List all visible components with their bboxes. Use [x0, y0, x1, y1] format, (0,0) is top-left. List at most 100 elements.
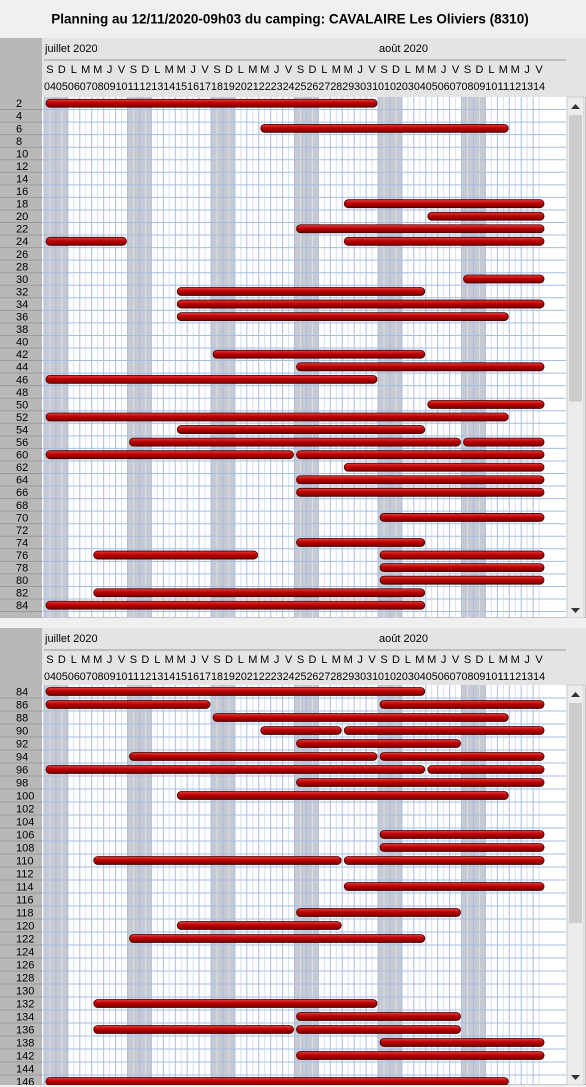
- row-label: 70: [16, 512, 28, 524]
- row-label: 104: [16, 816, 34, 828]
- booking-bar[interactable]: [212, 349, 426, 359]
- day-letter: D: [141, 654, 149, 666]
- day-number: 07: [450, 81, 462, 93]
- row-label: 24: [16, 236, 28, 248]
- booking-bar[interactable]: [379, 550, 545, 560]
- day-number: 13: [521, 671, 533, 683]
- booking-bar[interactable]: [176, 287, 426, 296]
- day-letter: V: [118, 64, 126, 76]
- booking-bar[interactable]: [343, 856, 545, 865]
- booking-bar[interactable]: [296, 739, 461, 748]
- day-letter: V: [535, 654, 543, 666]
- booking-bar[interactable]: [296, 1012, 461, 1021]
- day-number: 09: [473, 671, 485, 683]
- booking-bar[interactable]: [45, 450, 294, 460]
- booking-bar[interactable]: [129, 934, 426, 943]
- booking-bar[interactable]: [45, 700, 211, 709]
- booking-bar[interactable]: [93, 550, 259, 560]
- booking-bar[interactable]: [296, 475, 545, 485]
- booking-bar[interactable]: [260, 123, 509, 133]
- booking-bar[interactable]: [176, 312, 509, 322]
- day-letter: V: [368, 654, 376, 666]
- booking-bar[interactable]: [379, 513, 545, 522]
- scrollbar-thumb[interactable]: [569, 703, 582, 923]
- booking-bar[interactable]: [379, 752, 545, 761]
- booking-bar[interactable]: [129, 752, 378, 761]
- row-label: 126: [16, 959, 34, 971]
- booking-bar[interactable]: [343, 236, 545, 246]
- day-number: 25: [295, 81, 307, 93]
- day-letter: S: [46, 64, 53, 76]
- booking-bar[interactable]: [379, 830, 545, 839]
- booking-bar[interactable]: [45, 765, 426, 774]
- day-letter: J: [357, 64, 363, 76]
- booking-bar[interactable]: [45, 1077, 509, 1086]
- booking-bar[interactable]: [296, 450, 545, 460]
- booking-bar[interactable]: [45, 98, 378, 108]
- booking-bar[interactable]: [296, 487, 545, 497]
- day-letter: L: [154, 64, 160, 76]
- day-number: 08: [462, 671, 474, 683]
- booking-bar[interactable]: [176, 425, 426, 434]
- booking-bar[interactable]: [45, 236, 127, 246]
- row-label: 52: [16, 412, 28, 424]
- day-number: 28: [330, 671, 342, 683]
- day-letter: J: [190, 654, 196, 666]
- booking-bar[interactable]: [379, 700, 545, 709]
- booking-bar[interactable]: [93, 999, 378, 1008]
- row-label: 22: [16, 224, 28, 236]
- booking-bar[interactable]: [212, 713, 509, 722]
- booking-bar[interactable]: [93, 588, 426, 598]
- booking-bar[interactable]: [93, 856, 342, 865]
- booking-bar[interactable]: [343, 882, 545, 891]
- booking-bar[interactable]: [343, 726, 545, 735]
- booking-bar[interactable]: [343, 199, 545, 209]
- booking-bar[interactable]: [176, 299, 545, 309]
- day-letter: S: [130, 654, 137, 666]
- scrollbar-thumb[interactable]: [569, 115, 582, 402]
- booking-bar[interactable]: [379, 575, 545, 585]
- booking-bar[interactable]: [176, 921, 342, 930]
- booking-bar[interactable]: [45, 600, 426, 610]
- day-number: 17: [199, 671, 211, 683]
- day-letter: V: [535, 64, 543, 76]
- scroll-up-arrow[interactable]: [571, 104, 580, 109]
- booking-bar[interactable]: [427, 400, 545, 409]
- booking-bar[interactable]: [427, 211, 545, 221]
- row-label: 128: [16, 972, 34, 984]
- booking-bar[interactable]: [45, 374, 378, 384]
- booking-bar[interactable]: [45, 412, 509, 422]
- booking-bar[interactable]: [379, 563, 545, 573]
- booking-bar[interactable]: [296, 224, 545, 234]
- day-letter: M: [499, 654, 508, 666]
- booking-bar[interactable]: [296, 1051, 545, 1060]
- row-label: 102: [16, 803, 34, 815]
- booking-bar[interactable]: [260, 726, 342, 735]
- row-label: 4: [16, 111, 22, 123]
- booking-bar[interactable]: [129, 437, 461, 447]
- day-number: 01: [378, 81, 390, 93]
- booking-bar[interactable]: [343, 462, 545, 472]
- booking-bar[interactable]: [463, 274, 545, 284]
- day-letter: S: [213, 654, 220, 666]
- booking-bar[interactable]: [379, 843, 545, 852]
- day-number: 21: [247, 671, 259, 683]
- booking-bar[interactable]: [93, 1025, 294, 1034]
- booking-bar[interactable]: [296, 1025, 461, 1034]
- booking-bar[interactable]: [427, 765, 545, 774]
- day-letter: V: [368, 64, 376, 76]
- scroll-up-arrow[interactable]: [571, 692, 580, 697]
- booking-bar[interactable]: [296, 908, 461, 917]
- scroll-down-arrow[interactable]: [571, 608, 580, 613]
- scroll-down-arrow[interactable]: [571, 1075, 580, 1080]
- row-label: 60: [16, 450, 28, 462]
- booking-bar[interactable]: [379, 1038, 545, 1047]
- booking-bar[interactable]: [45, 687, 426, 696]
- booking-bar[interactable]: [296, 362, 545, 372]
- booking-bar[interactable]: [176, 791, 509, 800]
- booking-bar[interactable]: [296, 538, 426, 547]
- day-number: 13: [151, 81, 163, 93]
- booking-bar[interactable]: [463, 437, 545, 447]
- row-label: 34: [16, 299, 28, 311]
- booking-bar[interactable]: [296, 778, 545, 787]
